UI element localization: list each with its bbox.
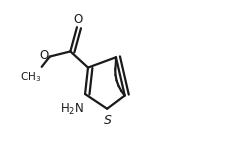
Text: S: S (104, 114, 112, 127)
Text: CH$_3$: CH$_3$ (20, 70, 41, 84)
Text: O: O (40, 49, 49, 62)
Text: O: O (73, 13, 82, 26)
Text: H$_2$N: H$_2$N (59, 102, 83, 117)
